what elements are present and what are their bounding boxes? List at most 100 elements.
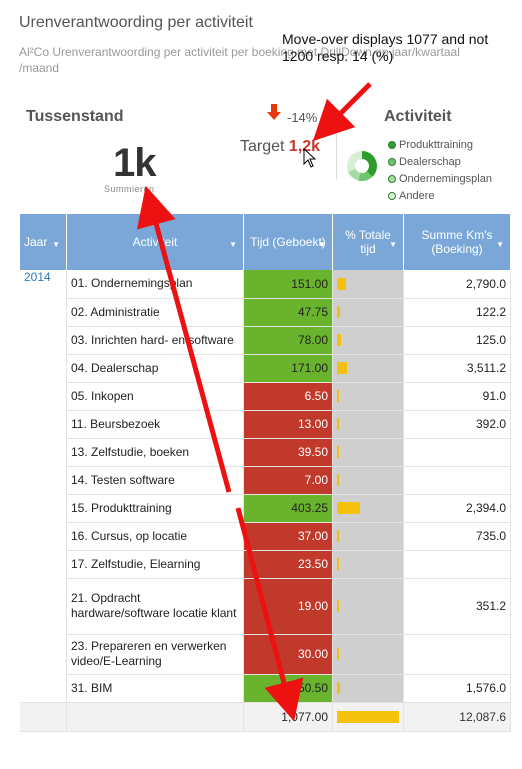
pct-cell	[332, 354, 404, 383]
table-row[interactable]: 2014 01. Ondernemingsplan 151.00 2,790.0	[20, 270, 511, 703]
total-km: 12,087.6	[403, 702, 511, 732]
table-row[interactable]: 11. Beursbezoek 13.00 392.0	[20, 410, 511, 439]
col-header-label: Jaar	[24, 235, 48, 249]
divider	[336, 110, 337, 180]
activity-cell[interactable]: 17. Zelfstudie, Elearning	[66, 550, 244, 579]
data-table: Jaar ▼ Activiteit ▼ Tijd (Geboekt) ▼ % Tota…	[20, 214, 511, 732]
pct-bar	[337, 648, 339, 660]
year-cell[interactable]: 2014	[20, 270, 67, 703]
pct-bar	[337, 600, 339, 612]
pct-cell	[332, 466, 404, 495]
tijd-cell: 47.75	[243, 298, 333, 327]
pct-cell	[332, 298, 404, 327]
col-header-label: % Totale tijd	[345, 228, 391, 256]
pct-bar	[337, 277, 346, 290]
legend-item[interactable]: Ondernemingsplan	[388, 170, 492, 187]
pct-bar	[337, 306, 340, 318]
kpi-delta: -14%	[287, 110, 318, 125]
pct-bar	[337, 390, 339, 402]
tijd-cell: 30.00	[243, 634, 333, 675]
table-row[interactable]: 21. Opdracht hardware/software locatie k…	[20, 578, 511, 635]
legend-item[interactable]: Dealerschap	[388, 153, 492, 170]
arrow-to-target	[312, 82, 372, 142]
table-row[interactable]: 02. Administratie 47.75 122.2	[20, 298, 511, 327]
activity-cell[interactable]: 05. Inkopen	[66, 382, 244, 411]
activity-cell[interactable]: 23. Prepareren en verwerken video/E-Lear…	[66, 634, 244, 675]
col-header-pct[interactable]: % Totale tijd ▼	[332, 214, 404, 270]
table-row[interactable]: 04. Dealerschap 171.00 3,511.2	[20, 354, 511, 383]
activity-cell[interactable]: 16. Cursus, op locatie	[66, 522, 244, 551]
pct-bar	[337, 558, 339, 570]
pct-cell	[332, 410, 404, 439]
col-header-jaar[interactable]: Jaar ▼	[20, 214, 67, 270]
table-row[interactable]: 23. Prepareren en verwerken video/E-Lear…	[20, 634, 511, 675]
page-title: Urenverantwoording per activiteit	[19, 14, 253, 31]
kpi-label: Tussenstand	[26, 108, 124, 125]
sort-caret-icon[interactable]: ▼	[229, 240, 237, 249]
activity-cell[interactable]: 13. Zelfstudie, boeken	[66, 438, 244, 467]
table-row[interactable]: 16. Cursus, op locatie 37.00 735.0	[20, 522, 511, 551]
activity-cell[interactable]: 04. Dealerschap	[66, 354, 244, 383]
total-row: 1,077.00 12,087.6	[20, 702, 511, 732]
pct-bar	[337, 502, 361, 514]
tijd-cell: 403.25	[243, 494, 333, 523]
km-cell: 735.0	[403, 522, 511, 551]
kpi-target[interactable]: Target 1,2k	[240, 138, 320, 156]
activity-cell[interactable]: 02. Administratie	[66, 298, 244, 327]
km-cell: 392.0	[403, 410, 511, 439]
col-header-km[interactable]: Summe Km's (Boeking) ▼	[403, 214, 511, 270]
sort-caret-icon[interactable]: ▼	[389, 240, 397, 249]
activity-cell[interactable]: 21. Opdracht hardware/software locatie k…	[66, 578, 244, 635]
km-cell: 125.0	[403, 326, 511, 355]
sort-caret-icon[interactable]: ▼	[52, 240, 60, 249]
table-row[interactable]: 31. BIM 50.50 1,576.0	[20, 674, 511, 703]
col-header-activiteit[interactable]: Activiteit ▼	[66, 214, 244, 270]
col-header-label: Activiteit	[132, 235, 178, 249]
activity-cell[interactable]: 15. Produkttraining	[66, 494, 244, 523]
activity-title: Activiteit	[384, 108, 452, 125]
tijd-cell: 23.50	[243, 550, 333, 579]
pct-bar	[337, 362, 347, 374]
pct-cell	[332, 270, 404, 299]
tijd-cell: 50.50	[243, 674, 333, 703]
legend-item[interactable]: Andere	[388, 187, 492, 204]
table-body: 2014 01. Ondernemingsplan 151.00 2,790.0 02.…	[20, 270, 511, 732]
kpi-value[interactable]: 1k	[113, 141, 156, 185]
activity-cell[interactable]: 14. Testen software	[66, 466, 244, 495]
page-subtitle: Al²Co Urenverantwoording per activiteit …	[19, 45, 460, 75]
km-cell: 122.2	[403, 298, 511, 327]
table-row[interactable]: 05. Inkopen 6.50 91.0	[20, 382, 511, 411]
km-cell	[403, 466, 511, 495]
legend-dot	[388, 191, 396, 200]
target-value[interactable]: 1,2k	[288, 138, 321, 155]
legend-item[interactable]: Produkttraining	[388, 136, 492, 153]
km-cell: 2,394.0	[403, 494, 511, 523]
tijd-cell: 6.50	[243, 382, 333, 411]
tijd-cell: 78.00	[243, 326, 333, 355]
sort-caret-icon[interactable]: ▼	[318, 240, 326, 249]
sort-caret-icon[interactable]: ▼	[496, 240, 504, 249]
total-empty-cell	[20, 702, 67, 732]
activity-cell[interactable]: 31. BIM	[66, 674, 244, 703]
activity-cell[interactable]: 11. Beursbezoek	[66, 410, 244, 439]
km-cell	[403, 550, 511, 579]
km-cell: 3,511.2	[403, 354, 511, 383]
table-row[interactable]: 13. Zelfstudie, boeken 39.50	[20, 438, 511, 467]
table-row[interactable]: 17. Zelfstudie, Elearning 23.50	[20, 550, 511, 579]
pct-bar	[337, 418, 339, 430]
pct-bar	[337, 474, 339, 486]
tijd-cell: 37.00	[243, 522, 333, 551]
km-cell	[403, 634, 511, 675]
activity-cell[interactable]: 03. Inrichten hard- en software	[66, 326, 244, 355]
col-header-tijd[interactable]: Tijd (Geboekt) ▼	[243, 214, 333, 270]
donut-chart-icon[interactable]	[346, 150, 378, 182]
col-header-label: Summe Km's (Boeking)	[421, 228, 493, 256]
table-row[interactable]: 03. Inrichten hard- en software 78.00 125.…	[20, 326, 511, 355]
activity-cell[interactable]: 01. Ondernemingsplan	[66, 270, 244, 299]
tijd-cell: 171.00	[243, 354, 333, 383]
pct-cell	[332, 578, 404, 635]
pct-bar	[337, 682, 340, 694]
table-row[interactable]: 15. Produkttraining 403.25 2,394.0	[20, 494, 511, 523]
table-row[interactable]: 14. Testen software 7.00	[20, 466, 511, 495]
total-pct-bar	[337, 710, 399, 723]
